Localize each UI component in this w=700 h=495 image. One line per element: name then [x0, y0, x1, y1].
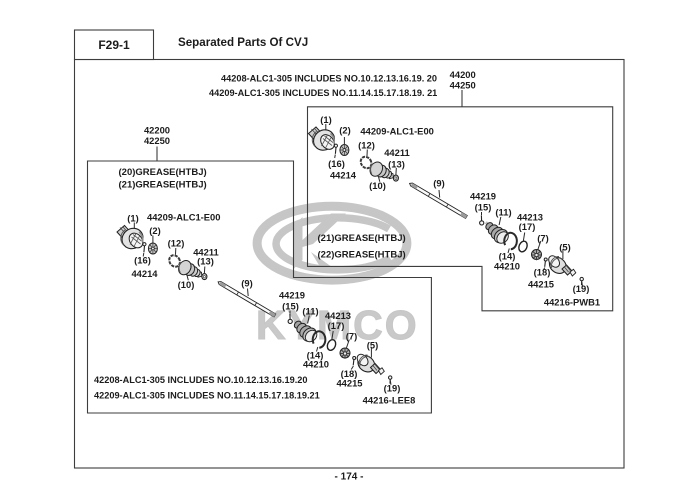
svg-text:(1): (1) — [127, 212, 138, 223]
svg-text:- 174 -: - 174 - — [335, 472, 364, 483]
svg-text:(21)GREASE(HTBJ): (21)GREASE(HTBJ) — [119, 179, 207, 190]
svg-text:44214: 44214 — [131, 268, 158, 279]
svg-text:44209-ALC1-305 INCLUDES NO.11.: 44209-ALC1-305 INCLUDES NO.11.14.15.17.1… — [209, 88, 437, 98]
svg-text:(12): (12) — [358, 139, 375, 150]
svg-text:(22)GREASE(HTBJ): (22)GREASE(HTBJ) — [318, 249, 406, 260]
svg-text:(14): (14) — [307, 349, 324, 360]
svg-text:(12): (12) — [168, 237, 185, 248]
svg-text:Separated Parts Of CVJ: Separated Parts Of CVJ — [178, 36, 308, 49]
svg-text:(15): (15) — [282, 300, 299, 311]
svg-text:44250: 44250 — [450, 79, 476, 90]
svg-text:(14): (14) — [499, 250, 516, 261]
svg-text:(15): (15) — [475, 201, 492, 212]
svg-text:44213: 44213 — [517, 211, 543, 222]
svg-text:44210: 44210 — [494, 260, 520, 271]
svg-text:44219: 44219 — [279, 289, 305, 300]
svg-text:(9): (9) — [433, 177, 444, 188]
svg-text:44211: 44211 — [193, 246, 219, 257]
svg-text:(13): (13) — [388, 158, 405, 169]
svg-text:(18): (18) — [341, 368, 358, 379]
svg-text:(7): (7) — [537, 232, 548, 243]
svg-text:(19): (19) — [573, 283, 590, 294]
svg-text:F29-1: F29-1 — [98, 38, 130, 52]
svg-text:(16): (16) — [134, 254, 151, 265]
svg-text:(13): (13) — [197, 255, 214, 266]
svg-text:(20)GREASE(HTBJ): (20)GREASE(HTBJ) — [119, 167, 207, 178]
svg-text:44213: 44213 — [325, 310, 351, 321]
svg-text:(9): (9) — [241, 277, 252, 288]
svg-text:44210: 44210 — [303, 358, 329, 369]
svg-text:(18): (18) — [534, 266, 551, 277]
svg-text:44209-ALC1-E00: 44209-ALC1-E00 — [147, 211, 220, 222]
svg-text:44200: 44200 — [450, 69, 476, 80]
svg-text:(17): (17) — [519, 221, 536, 232]
svg-text:(10): (10) — [369, 180, 386, 191]
svg-text:44215: 44215 — [528, 278, 554, 289]
svg-text:44216-PWB1: 44216-PWB1 — [544, 296, 600, 307]
svg-text:44216-LEE8: 44216-LEE8 — [363, 394, 416, 405]
svg-text:(1): (1) — [320, 114, 331, 125]
svg-text:44214: 44214 — [330, 169, 357, 180]
svg-text:(2): (2) — [149, 225, 160, 236]
svg-text:44219: 44219 — [470, 190, 496, 201]
svg-text:44215: 44215 — [336, 377, 362, 388]
svg-text:44209-ALC1-E00: 44209-ALC1-E00 — [360, 125, 433, 136]
svg-text:42200: 42200 — [144, 125, 170, 136]
svg-text:(5): (5) — [559, 241, 570, 252]
svg-text:(16): (16) — [328, 158, 345, 169]
svg-text:(7): (7) — [346, 330, 357, 341]
svg-text:44208-ALC1-305 INCLUDES NO.10: 44208-ALC1-305 INCLUDES NO.10.12.13.16.1… — [221, 73, 437, 83]
svg-text:(11): (11) — [495, 206, 511, 217]
svg-text:(21)GREASE(HTBJ): (21)GREASE(HTBJ) — [318, 233, 406, 244]
svg-text:KYMCO: KYMCO — [256, 302, 419, 348]
svg-text:42250: 42250 — [144, 135, 170, 146]
svg-text:(11): (11) — [302, 305, 318, 316]
svg-text:(10): (10) — [178, 279, 195, 290]
svg-text:(2): (2) — [339, 124, 350, 135]
svg-text:(17): (17) — [328, 320, 345, 331]
svg-text:44211: 44211 — [384, 147, 410, 158]
svg-text:42209-ALC1-305 INCLUDES NO.11.: 42209-ALC1-305 INCLUDES NO.11.14.15.17.1… — [94, 390, 320, 400]
svg-text:42208-ALC1-305 INCLUDES NO.10.: 42208-ALC1-305 INCLUDES NO.10.12.13.16.1… — [94, 375, 307, 385]
svg-text:(19): (19) — [384, 382, 401, 393]
svg-text:(5): (5) — [367, 339, 378, 350]
